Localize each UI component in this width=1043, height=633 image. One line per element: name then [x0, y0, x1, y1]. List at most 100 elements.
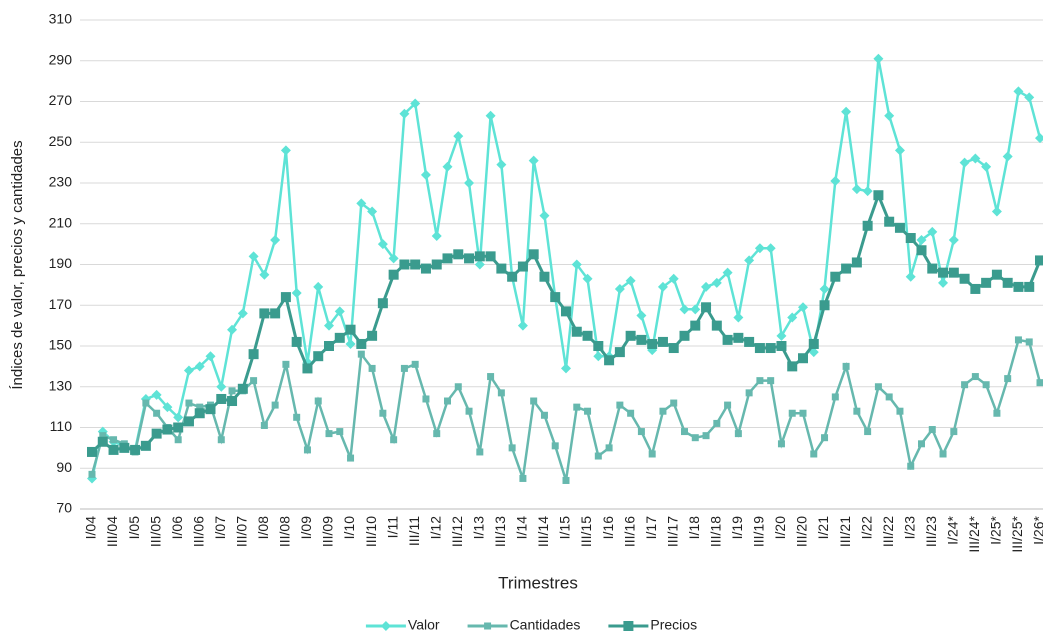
- point: [756, 377, 764, 385]
- point: [507, 271, 518, 282]
- y-tick-label: 130: [49, 377, 73, 393]
- point: [625, 330, 636, 341]
- series-line: [90, 58, 1042, 479]
- point: [357, 350, 365, 358]
- point: [142, 399, 150, 407]
- y-axis-label: Índices de valor, precios y cantidades: [9, 140, 26, 389]
- legend-label: Precios: [650, 617, 697, 633]
- point: [162, 402, 173, 413]
- point: [237, 308, 248, 319]
- point: [270, 235, 281, 246]
- x-tick-label: I/24*: [945, 515, 961, 544]
- point: [108, 444, 119, 455]
- y-tick-label: 290: [49, 51, 73, 67]
- point: [217, 436, 225, 444]
- point: [734, 430, 742, 438]
- x-tick-label: III/19: [751, 516, 767, 547]
- point: [444, 397, 451, 405]
- point: [174, 436, 182, 444]
- point: [830, 271, 841, 282]
- point: [484, 622, 492, 630]
- x-tick-label: III/04: [104, 516, 120, 547]
- point: [810, 450, 818, 458]
- series: [87, 190, 1043, 457]
- point: [991, 206, 1002, 217]
- point: [388, 253, 399, 264]
- x-tick-label: I/08: [255, 516, 271, 540]
- point: [733, 312, 744, 323]
- point: [798, 302, 808, 313]
- point: [540, 411, 548, 419]
- point: [981, 161, 992, 172]
- y-tick-label: 270: [49, 92, 73, 108]
- point: [657, 336, 668, 347]
- point: [1014, 336, 1022, 344]
- point: [776, 330, 787, 341]
- x-tick-label: I/13: [471, 516, 487, 540]
- point: [767, 377, 775, 385]
- point: [961, 381, 969, 389]
- point: [110, 436, 118, 444]
- x-tick-label: III/17: [664, 516, 680, 547]
- point: [140, 440, 151, 451]
- point: [659, 407, 667, 415]
- point: [216, 381, 227, 392]
- point: [927, 263, 938, 274]
- point: [454, 383, 462, 391]
- x-tick-label: I/05: [126, 516, 142, 540]
- point: [368, 364, 376, 372]
- y-tick-label: 230: [49, 174, 73, 190]
- point: [885, 393, 893, 401]
- point: [722, 334, 733, 345]
- point: [711, 320, 722, 331]
- point: [905, 271, 916, 282]
- point: [819, 300, 830, 311]
- point: [722, 267, 733, 278]
- point: [227, 324, 238, 335]
- point: [270, 308, 281, 319]
- point: [821, 434, 829, 442]
- point: [842, 362, 850, 370]
- point: [1035, 133, 1043, 144]
- point: [356, 198, 367, 209]
- x-axis-label: Trimestres: [498, 573, 578, 592]
- legend: Valor Cantidades Precios: [365, 617, 697, 633]
- point: [584, 407, 592, 415]
- point: [593, 341, 604, 351]
- point: [194, 361, 205, 372]
- point: [380, 621, 391, 631]
- legend-item: Cantidades: [467, 617, 580, 633]
- point: [422, 395, 430, 403]
- point: [324, 341, 334, 351]
- point: [798, 353, 808, 364]
- point: [582, 330, 593, 341]
- point: [690, 304, 701, 315]
- point: [884, 216, 895, 227]
- y-tick-label: 310: [49, 11, 73, 27]
- x-tick-label: III/08: [277, 516, 293, 547]
- point: [185, 399, 193, 407]
- point: [894, 145, 905, 156]
- point: [431, 230, 442, 241]
- point: [410, 98, 421, 109]
- point: [280, 292, 291, 303]
- x-tick-label: III/20: [794, 516, 810, 547]
- point: [616, 401, 624, 409]
- x-tick-label: I/17: [643, 516, 659, 540]
- x-tick-label: III/16: [621, 516, 637, 547]
- point: [442, 161, 453, 172]
- x-tick-label: III/13: [492, 516, 508, 547]
- point: [830, 175, 841, 186]
- point: [831, 393, 839, 401]
- x-tick-label: I/26*: [1031, 515, 1043, 544]
- point: [410, 259, 421, 270]
- point: [367, 206, 378, 217]
- point: [690, 320, 701, 331]
- point: [905, 233, 916, 244]
- point: [336, 428, 344, 436]
- point: [648, 450, 656, 458]
- point: [571, 326, 582, 337]
- point: [88, 470, 96, 478]
- point: [442, 253, 453, 264]
- point: [991, 269, 1002, 280]
